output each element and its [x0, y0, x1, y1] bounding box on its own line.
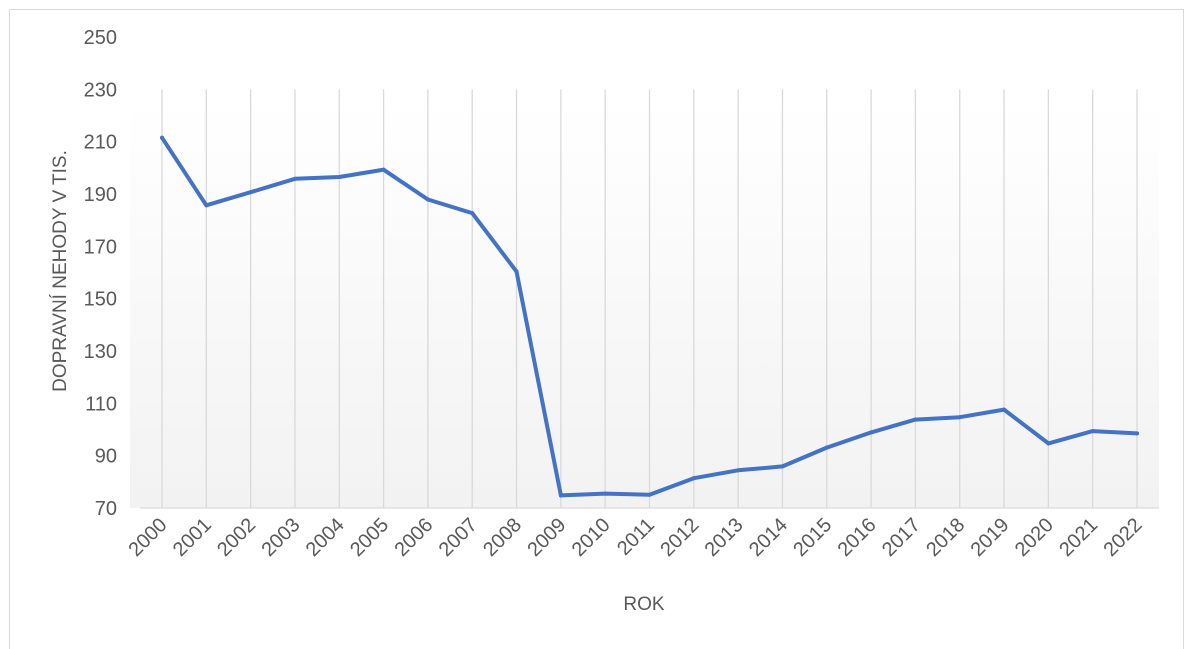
data-point-2012	[691, 476, 696, 481]
data-point-2015	[824, 445, 829, 450]
x-tick-label-2000: 2000	[125, 514, 172, 561]
x-tick-label-2010: 2010	[568, 514, 615, 561]
data-point-2019	[1002, 407, 1007, 412]
data-point-2013	[736, 468, 741, 473]
y-tick-label-190: 190	[84, 184, 117, 206]
y-axis-title: DOPRAVNÍ NEHODY V TIS.	[50, 150, 71, 392]
x-tick-label-2014: 2014	[745, 514, 792, 561]
data-point-2007	[470, 211, 475, 216]
data-point-2008	[514, 269, 519, 274]
y-tick-label-150: 150	[84, 289, 117, 311]
y-tick-label-90: 90	[95, 446, 117, 468]
data-point-2021	[1090, 429, 1095, 434]
data-point-2022	[1135, 431, 1139, 436]
y-tick-label-170: 170	[84, 236, 117, 258]
x-tick-label-2007: 2007	[435, 514, 482, 561]
data-point-2009	[558, 493, 563, 498]
plot-area-background	[130, 101, 1159, 508]
data-point-2018	[957, 415, 962, 420]
gridlines	[161, 89, 1138, 508]
data-point-2003	[292, 176, 297, 181]
y-tick-label-250: 250	[84, 27, 117, 49]
data-point-2000	[160, 135, 164, 140]
x-tick-label-2016: 2016	[834, 514, 881, 561]
data-point-2001	[204, 203, 209, 208]
x-tick-label-2004: 2004	[302, 514, 349, 561]
x-tick-label-2001: 2001	[169, 514, 216, 561]
x-tick-label-2022: 2022	[1100, 514, 1147, 561]
y-tick-label-230: 230	[84, 79, 117, 101]
data-point-2005	[381, 167, 386, 172]
series-group	[160, 135, 1139, 498]
x-tick-label-2011: 2011	[613, 514, 659, 560]
x-tick-label-2019: 2019	[967, 514, 1014, 561]
x-tick-label-2009: 2009	[523, 514, 570, 561]
y-tick-label-210: 210	[84, 132, 117, 154]
data-point-2002	[248, 190, 253, 195]
data-point-2020	[1046, 441, 1051, 446]
x-tick-label-2017: 2017	[878, 514, 925, 561]
y-tick-label-70: 70	[95, 498, 117, 520]
y-tick-label-110: 110	[85, 393, 117, 415]
data-point-2010	[603, 491, 608, 496]
x-tick-label-2006: 2006	[390, 514, 437, 561]
x-tick-label-2005: 2005	[346, 514, 393, 561]
data-point-2014	[780, 464, 785, 469]
x-tick-label-2020: 2020	[1011, 514, 1058, 561]
x-tick-label-2012: 2012	[656, 514, 703, 561]
data-point-2017	[913, 417, 918, 422]
x-tick-label-2021: 2021	[1055, 514, 1102, 561]
y-tick-label-130: 130	[84, 341, 117, 363]
data-point-2004	[337, 174, 342, 179]
x-tick-labels: 2000200120022003200420052006200720082009…	[125, 514, 1147, 561]
x-axis-title: ROK	[623, 594, 665, 615]
x-tick-label-2015: 2015	[789, 514, 836, 561]
data-point-2011	[647, 492, 652, 497]
x-tick-label-2008: 2008	[479, 514, 526, 561]
x-tick-label-2018: 2018	[922, 514, 969, 561]
data-point-2016	[869, 430, 874, 435]
y-tick-labels: 70 90 110 130 150 170 190 210 230 250	[84, 27, 117, 520]
x-tick-label-2013: 2013	[701, 514, 748, 561]
x-tick-label-2003: 2003	[257, 514, 304, 561]
x-tick-label-2002: 2002	[213, 514, 260, 561]
data-point-2006	[425, 197, 430, 202]
